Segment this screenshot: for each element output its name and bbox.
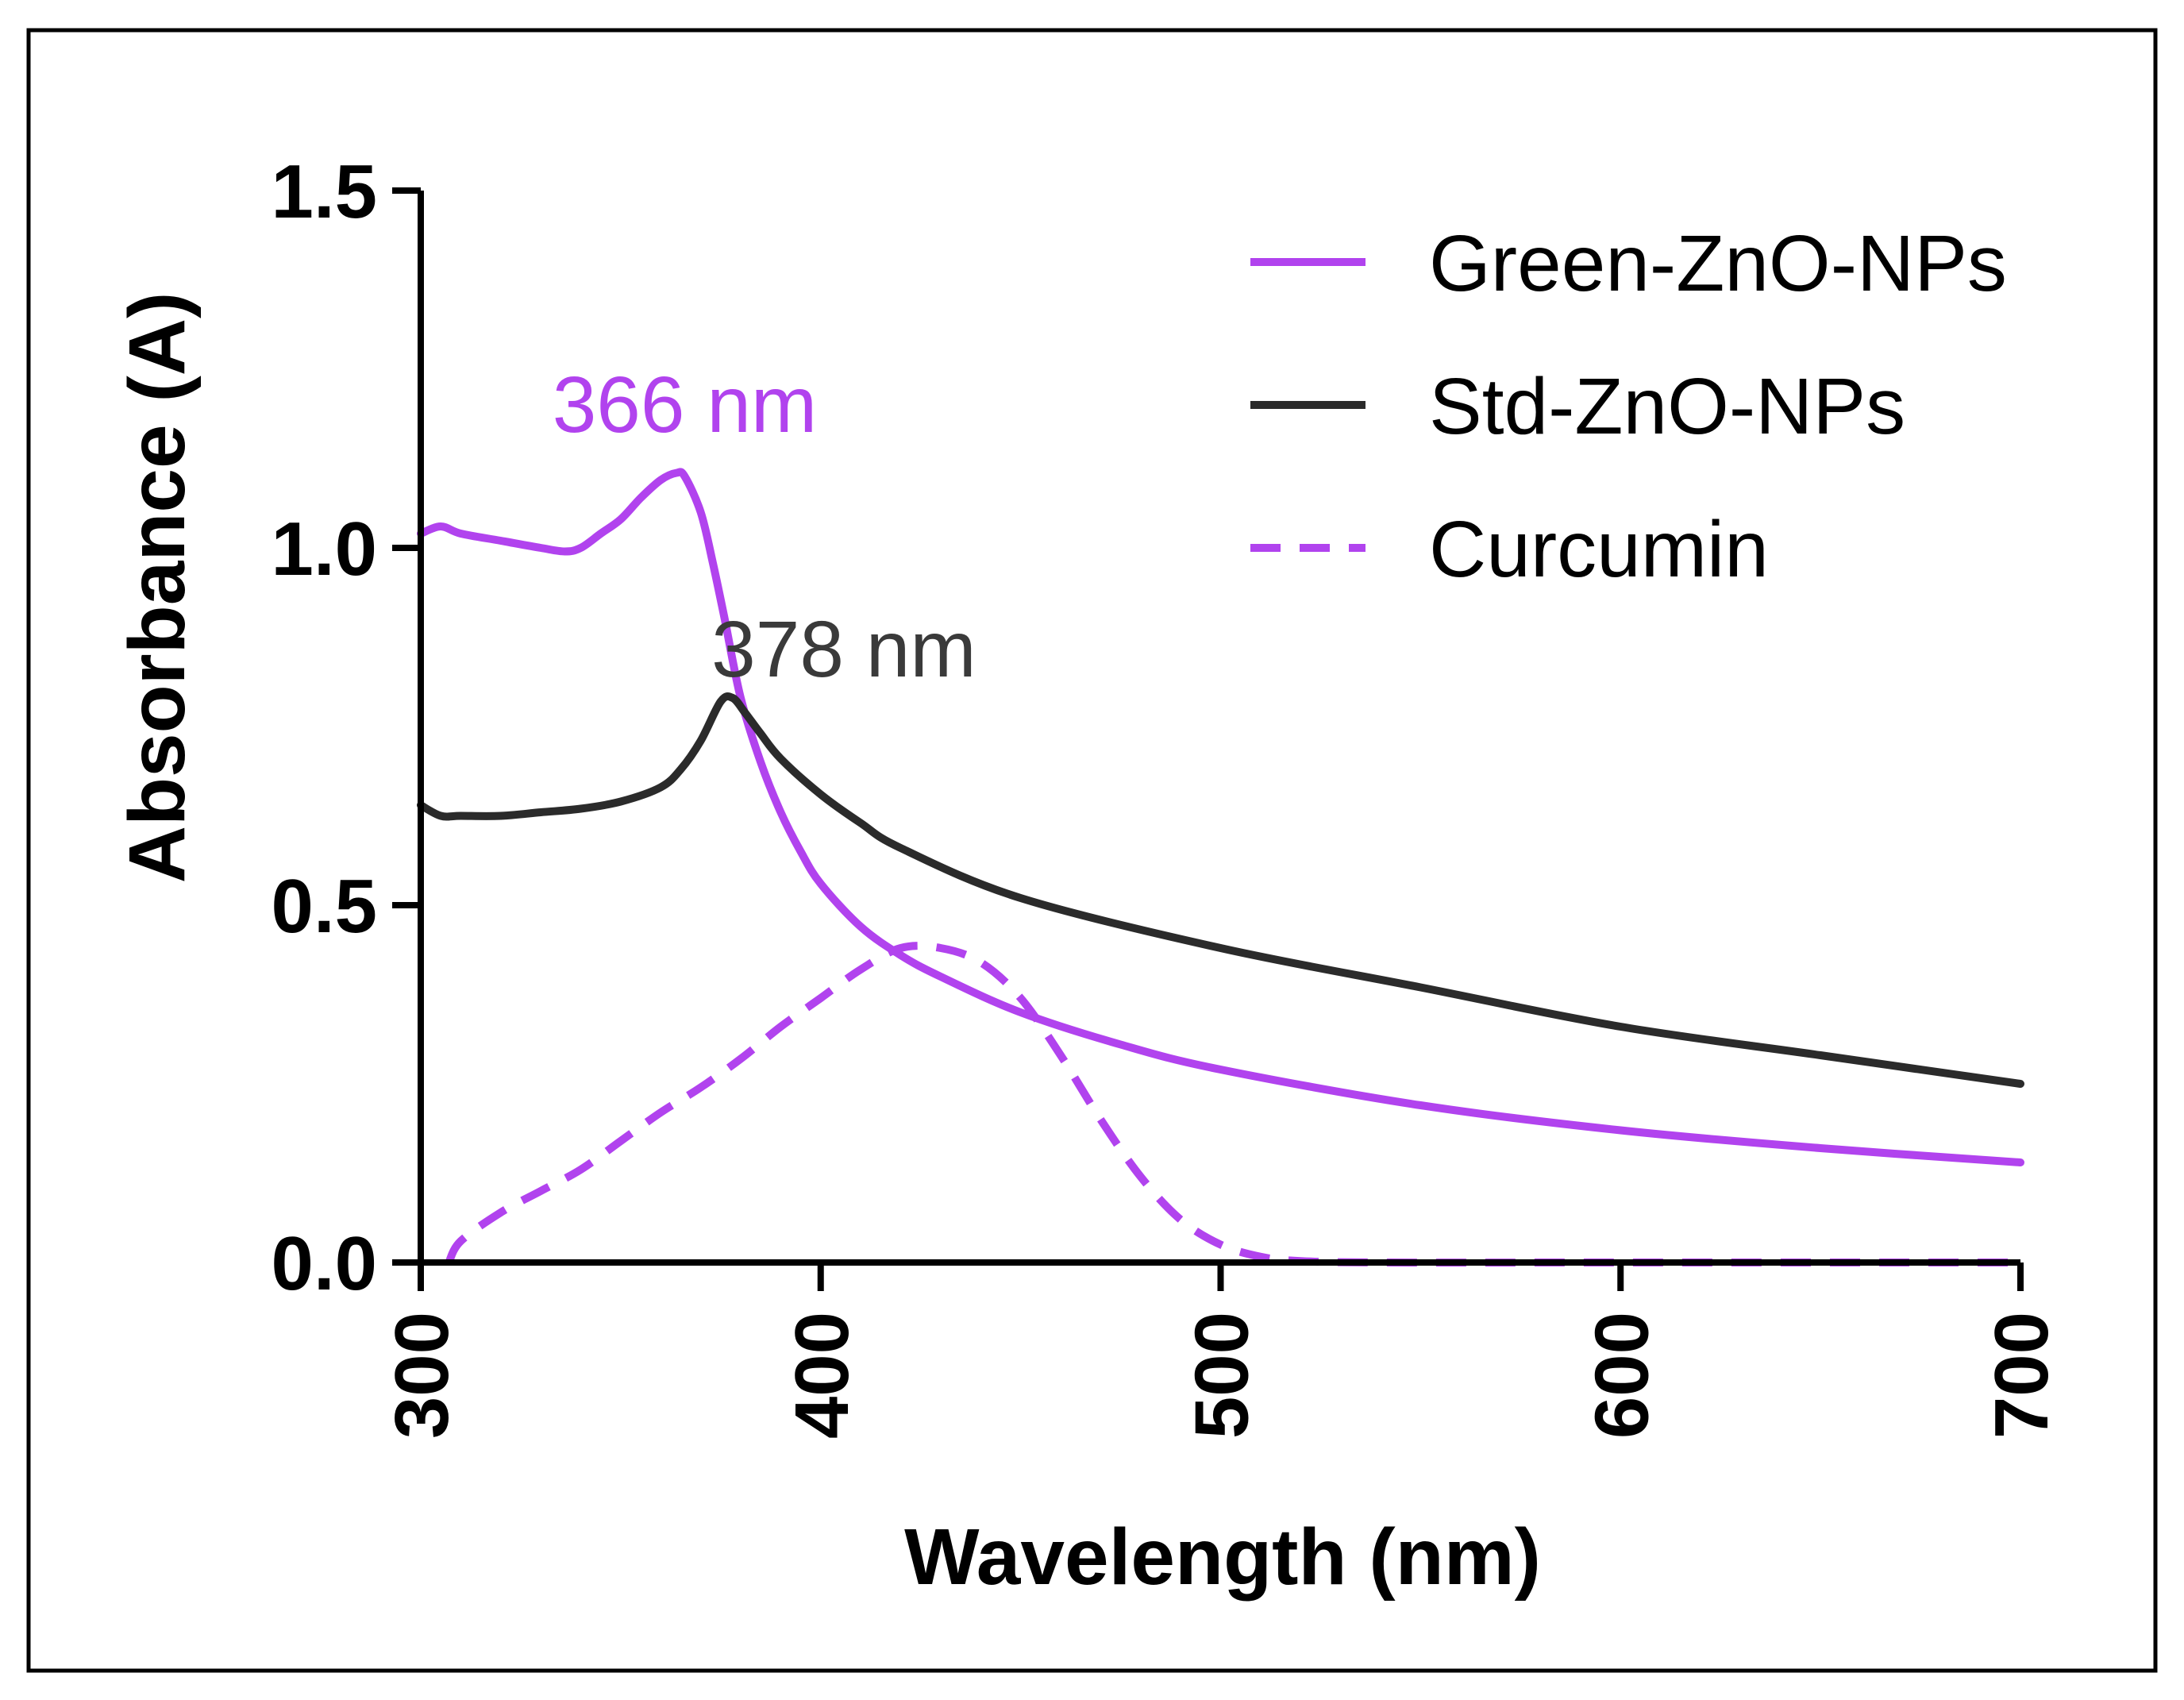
y-tick-label: 0.5 — [272, 864, 377, 949]
y-tick-label: 0.0 — [272, 1221, 377, 1306]
y-tick-label: 1.5 — [272, 149, 377, 234]
legend-label: Green-ZnO-NPs — [1429, 219, 2007, 308]
y-tick-label: 1.0 — [272, 507, 377, 592]
legend-label: Curcumin — [1429, 505, 1769, 594]
annotations: 366 nm 378 nm — [553, 360, 976, 694]
y-axis-title: Absorbance (A) — [113, 292, 202, 884]
x-tick-label: 500 — [1180, 1312, 1265, 1439]
series-line-curcumin — [445, 942, 2020, 1267]
legend: Green-ZnO-NPs Std-ZnO-NPs Curcumin — [1250, 219, 2007, 594]
axes — [392, 187, 2024, 1291]
series-line-std-zno-nps — [417, 692, 2024, 1088]
x-tick-label: 400 — [780, 1312, 865, 1439]
peak-annotation: 366 nm — [553, 360, 818, 449]
tick-labels: 0.0 0.5 1.0 1.5 300 400 500 600 700 — [272, 149, 2064, 1439]
x-tick-label: 600 — [1579, 1312, 1664, 1439]
peak-annotation: 378 nm — [711, 605, 976, 694]
x-tick-label: 700 — [1979, 1312, 2064, 1439]
chart-frame — [26, 28, 2158, 1673]
series-line-green-zno-nps — [417, 468, 2024, 1166]
series-layer — [417, 468, 2024, 1267]
legend-label: Std-ZnO-NPs — [1429, 362, 1905, 451]
x-tick-label: 300 — [379, 1312, 464, 1439]
x-axis-title: Wavelength (nm) — [904, 1513, 1541, 1602]
